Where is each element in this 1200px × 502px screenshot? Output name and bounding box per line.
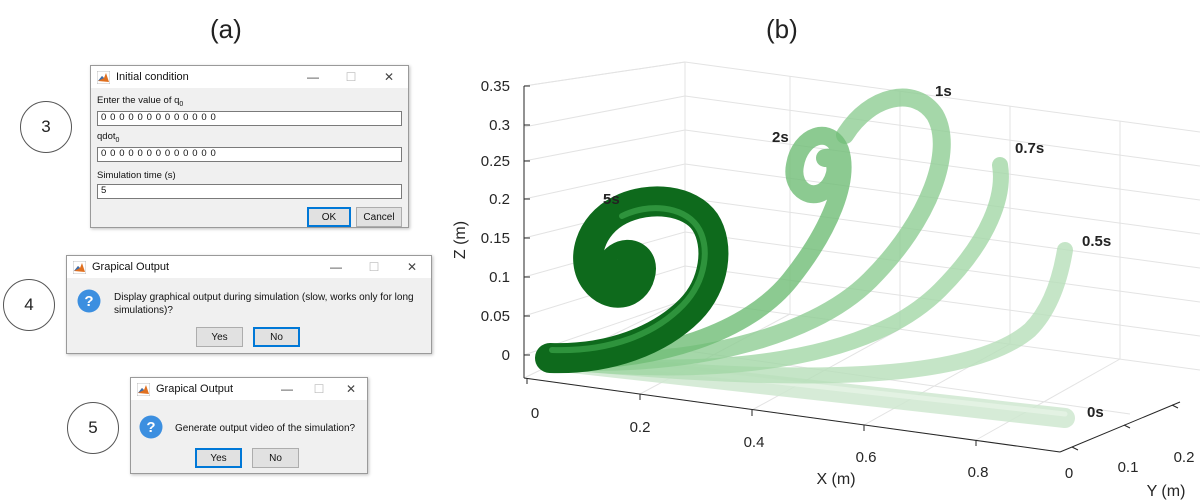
yes-button[interactable]: Yes	[195, 448, 242, 468]
y-tick-label: 0.1	[1118, 459, 1139, 476]
simulation-time-label: Simulation time (s)	[97, 170, 176, 181]
z-tick-label: 0.3	[489, 117, 510, 134]
no-button[interactable]: No	[252, 448, 299, 468]
qdot0-label: qdot0	[97, 131, 120, 144]
tube-2s	[536, 126, 852, 370]
maximize-button: ☐	[368, 260, 380, 274]
matlab-icon	[137, 382, 150, 396]
time-label-2s: 2s	[772, 129, 789, 146]
tube-1s	[536, 88, 951, 371]
y-tick-label: 0	[1065, 465, 1073, 482]
maximize-button: ☐	[313, 382, 325, 396]
dialog-title: Initial condition	[116, 71, 189, 83]
matlab-icon	[97, 70, 110, 84]
dialog-titlebar[interactable]: Initial condition — ☐ ✕	[91, 66, 408, 88]
z-tick-label: 0.1	[489, 269, 510, 286]
close-button[interactable]: ✕	[345, 382, 357, 396]
yes-button[interactable]: Yes	[196, 327, 243, 347]
minimize-button[interactable]: —	[281, 382, 293, 396]
z-tick-label: 0.25	[481, 153, 510, 170]
step-circle-4: 4	[3, 279, 55, 331]
step-circle-5: 5	[67, 402, 119, 454]
close-button[interactable]: ✕	[383, 70, 395, 84]
time-label-0-5s: 0.5s	[1082, 233, 1111, 250]
svg-text:?: ?	[146, 419, 155, 436]
graphical-output-dialog: Grapical Output — ☐ ✕ ? Display graphica…	[66, 255, 432, 354]
robot-tubes	[535, 88, 1075, 428]
matlab-icon	[73, 260, 86, 274]
tube-0-5s	[537, 242, 1073, 384]
q0-input[interactable]: 0 0 0 0 0 0 0 0 0 0 0 0 0	[97, 111, 402, 126]
question-icon: ?	[139, 415, 163, 439]
z-axis-label: Z (m)	[452, 221, 469, 259]
maximize-button: ☐	[345, 70, 357, 84]
z-tick-label: 0	[502, 347, 510, 364]
dialog-titlebar[interactable]: Grapical Output — ☐ ✕	[67, 256, 431, 278]
time-label-0-7s: 0.7s	[1015, 140, 1044, 157]
ok-button[interactable]: OK	[307, 207, 351, 227]
time-label-1s: 1s	[935, 83, 952, 100]
minimize-button[interactable]: —	[330, 260, 342, 274]
z-tick-label: 0.05	[481, 308, 510, 325]
x-tick-label: 0	[531, 405, 539, 422]
video-output-message: Generate output video of the simulation?	[175, 423, 356, 434]
y-axis-label: Y (m)	[1147, 483, 1186, 500]
dialog-title: Grapical Output	[156, 383, 234, 395]
initial-condition-dialog: Initial condition — ☐ ✕ Enter the value …	[90, 65, 409, 228]
tube-0s-highlight	[542, 353, 1068, 417]
panel-label-b: (b)	[766, 14, 798, 44]
q0-label: Enter the value of q0	[97, 95, 184, 108]
x-axis-label: X (m)	[816, 471, 855, 488]
x-tick-label: 0.4	[744, 434, 765, 451]
tube-0-7s	[537, 157, 1009, 376]
tube-5s	[535, 186, 729, 374]
minimize-button[interactable]: —	[307, 70, 319, 84]
x-tick-label: 0.2	[630, 419, 651, 436]
z-tick-label: 0.15	[481, 230, 510, 247]
simulation-time-input[interactable]: 5	[97, 184, 402, 199]
dialog-titlebar[interactable]: Grapical Output — ☐ ✕	[131, 378, 367, 400]
svg-text:?: ?	[84, 293, 93, 310]
time-label-5s: 5s	[603, 191, 620, 208]
qdot0-input[interactable]: 0 0 0 0 0 0 0 0 0 0 0 0 0	[97, 147, 402, 162]
close-button[interactable]: ✕	[406, 260, 418, 274]
no-button[interactable]: No	[253, 327, 300, 347]
x-tick-label: 0.8	[968, 464, 989, 481]
graphical-output-message: Display graphical output during simulati…	[114, 292, 414, 316]
y-tick-label: 0.2	[1174, 449, 1195, 466]
z-tick-label: 0.2	[489, 191, 510, 208]
tube-5s-highlight	[549, 205, 708, 354]
plot-grid	[523, 61, 1200, 453]
panel-label-a: (a)	[210, 14, 242, 44]
x-tick-label: 0.6	[856, 449, 877, 466]
video-output-dialog: Grapical Output — ☐ ✕ ? Generate output …	[130, 377, 368, 474]
plot-axes	[523, 85, 1181, 453]
step-circle-3: 3	[20, 101, 72, 153]
question-icon: ?	[77, 289, 101, 313]
tube-0s	[535, 350, 1075, 428]
dialog-title: Grapical Output	[92, 261, 170, 273]
time-label-0s: 0s	[1087, 404, 1104, 421]
cancel-button[interactable]: Cancel	[356, 207, 402, 227]
z-tick-label: 0.35	[481, 78, 510, 95]
